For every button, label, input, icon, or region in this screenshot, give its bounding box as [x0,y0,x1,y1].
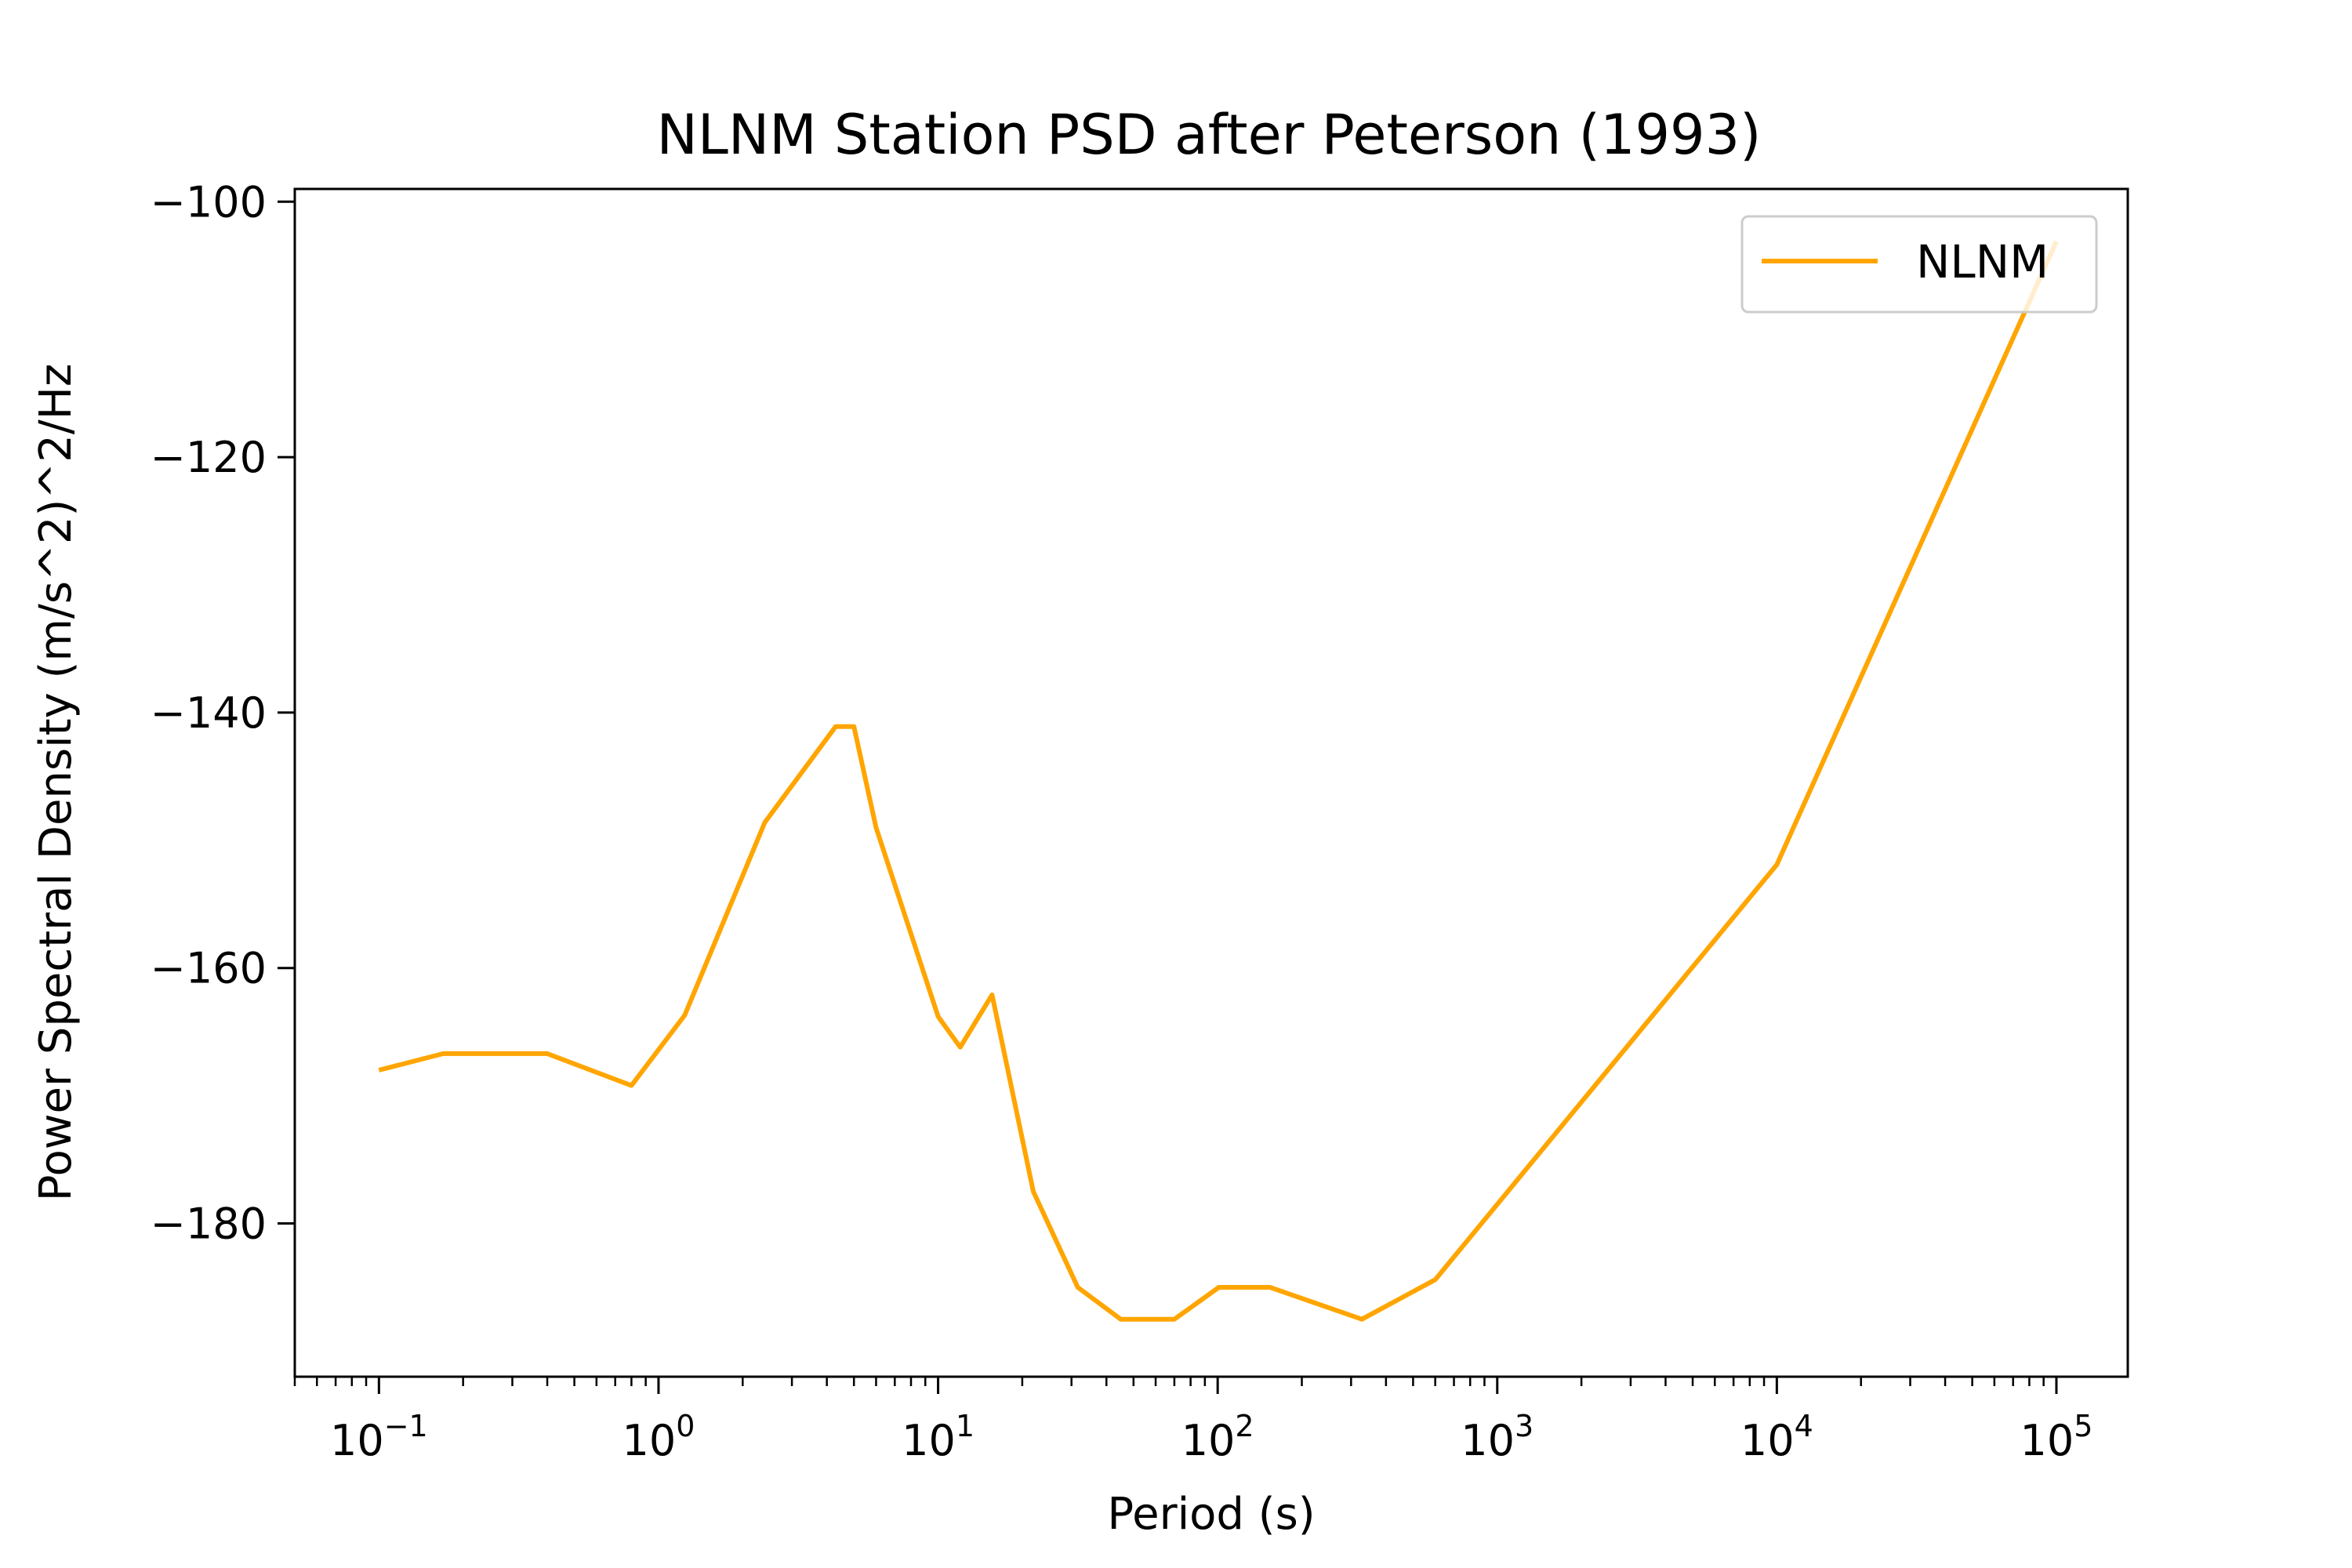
x-tick-label: 100 [622,1409,695,1465]
chart-title: NLNM Station PSD after Peterson (1993) [657,103,1762,167]
x-axis: 10−1 100 101 102 103 104 105 [293,1377,2093,1465]
legend-label-nlnm: NLNM [1916,235,2049,289]
x-tick-label: 103 [1461,1409,1534,1465]
legend: NLNM [1740,215,2098,314]
x-tick-label: 105 [2020,1409,2093,1465]
x-axis-label: Period (s) [1107,1489,1315,1540]
legend-box [1740,215,2098,314]
x-tick-label: 10−1 [330,1409,428,1465]
x-tick-label: 101 [902,1409,975,1465]
y-axis: −100 −120 −140 −160 −180 [151,177,295,1249]
x-tick-label: 102 [1181,1409,1254,1465]
y-tick-label: −140 [151,688,267,738]
y-tick-label: −100 [151,177,267,227]
series-line-nlnm [378,240,2059,1322]
series-layer [378,240,2059,1322]
y-tick-label: −180 [151,1200,267,1249]
y-axis-label: Power Spectral Density (m/s^2)^2/Hz [31,364,82,1202]
plot-frame [293,187,2129,1378]
y-tick-label: −160 [151,944,267,993]
plot-area [293,187,2129,1378]
y-tick-label: −120 [151,433,267,482]
x-tick-label: 104 [1740,1409,1813,1465]
